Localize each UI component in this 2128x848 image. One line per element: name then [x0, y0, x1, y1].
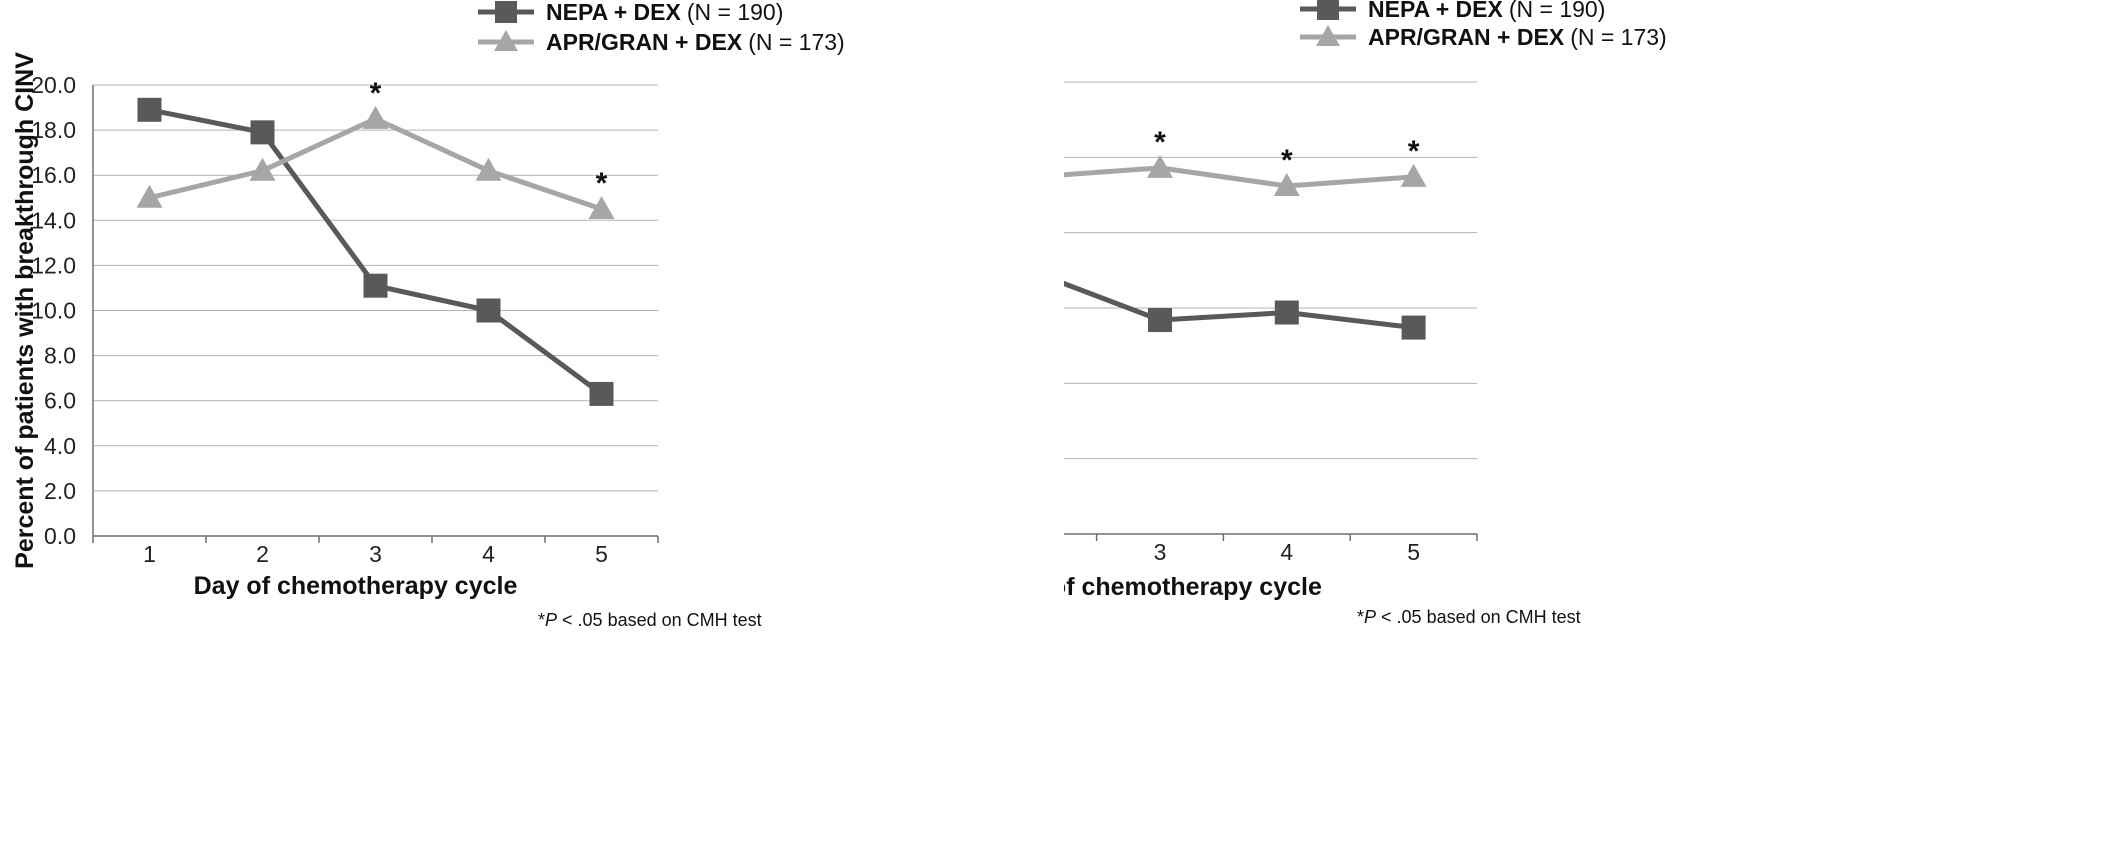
legend-series-name: APR/GRAN + DEX [546, 29, 743, 55]
data-point-square [1401, 315, 1426, 340]
legend-label: APR/GRAN + DEX (N = 173) [1368, 24, 1667, 50]
legend-n-label: (N = 190) [687, 0, 784, 25]
chart-breakthrough-cinv: 0.0 2.0 4.0 6.0 8.0 10.0 12.0 14.0 16.0 18.0 20.0 1… [11, 0, 845, 630]
x-tick-label: 5 [1407, 539, 1420, 565]
legend-n-label: (N = 190) [1509, 0, 1606, 22]
legend-n-label: (N = 173) [1570, 24, 1667, 50]
footnote-prefix: * [538, 610, 545, 630]
legend-triangle-marker [1316, 25, 1340, 46]
significance-asterisk: * [370, 77, 382, 110]
data-point-square [1274, 300, 1299, 325]
data-point-square [589, 381, 614, 406]
y-tick-label: 6.0 [44, 388, 76, 414]
legend-label: NEPA + DEX (N = 190) [546, 0, 783, 25]
legend-series-name: APR/GRAN + DEX [1368, 24, 1565, 50]
series-apr-gran-dex [136, 105, 615, 220]
legend-series-name: NEPA + DEX [546, 0, 682, 25]
x-tick-label: 1 [143, 541, 156, 567]
footnote-p-symbol: P [1364, 607, 1376, 627]
x-axis-title: Day of chemotherapy cycle [1064, 573, 1322, 601]
x-axis-title: Day of chemotherapy cycle [194, 572, 518, 600]
data-point-triangle [249, 157, 276, 181]
series-apr-gran-dex [1064, 154, 1427, 196]
y-tick-label: 16.0 [31, 162, 76, 188]
data-point-square [250, 120, 275, 145]
data-point-triangle [1400, 163, 1427, 187]
legend-label: APR/GRAN + DEX (N = 173) [546, 29, 845, 55]
chart-breakthrough-nausea: 0.05.010.015.020.025.030.012345***Percen… [1064, 0, 2128, 848]
legend: NEPA + DEX (N = 190) APR/GRAN + DEX (N = 17… [478, 0, 845, 55]
x-tick-label: 4 [1280, 539, 1293, 565]
y-tick-label: 18.0 [31, 117, 76, 143]
legend: NEPA + DEX (N = 190)APR/GRAN + DEX (N = 17… [1300, 0, 1667, 50]
data-point-square [476, 298, 501, 323]
legend-series-name: NEPA + DEX [1368, 0, 1504, 22]
x-tick-label: 5 [595, 541, 608, 567]
significance-asterisk: * [1154, 126, 1166, 159]
legend-n-label: (N = 173) [748, 29, 845, 55]
footnote-p-symbol: P [545, 610, 557, 630]
x-tick-label: 4 [482, 541, 495, 567]
data-point-triangle [475, 157, 502, 181]
y-tick-label: 8.0 [44, 343, 76, 369]
footnote-prefix: * [1357, 607, 1364, 627]
x-tick-label: 3 [1154, 539, 1167, 565]
data-point-triangle [362, 105, 389, 129]
y-axis-title: Percent of patients with breakthrough CI… [11, 52, 39, 569]
chart-right-svg: 0.05.010.015.020.025.030.012345***Percen… [1064, 0, 1667, 627]
series-line [1064, 165, 1414, 189]
plot-area: 0.0 2.0 4.0 6.0 8.0 10.0 12.0 14.0 16.0 18.0 20.0 1… [31, 72, 659, 567]
y-tick-label: 12.0 [31, 252, 76, 278]
significance-asterisk: * [1408, 135, 1420, 168]
data-point-square [1148, 308, 1172, 333]
y-tick-label: 20.0 [31, 72, 76, 98]
data-point-triangle [1273, 172, 1300, 196]
footnote-text: < .05 based on CMH test [557, 610, 762, 630]
data-point-square [363, 273, 388, 298]
y-tick-label: 0.0 [44, 523, 76, 549]
legend-label: NEPA + DEX (N = 190) [1368, 0, 1605, 22]
legend-square-marker [1317, 0, 1339, 20]
series-line [148, 116, 603, 212]
data-point-triangle [588, 196, 615, 220]
chart-left-svg: 0.0 2.0 4.0 6.0 8.0 10.0 12.0 14.0 16.0 18.0 20.0 1… [11, 0, 845, 630]
footnote-text: < .05 based on CMH test [1376, 607, 1581, 627]
legend-square-marker [495, 1, 517, 23]
significance-asterisk: * [1281, 144, 1293, 177]
series-nepa-dex [137, 97, 614, 406]
y-tick-label: 4.0 [44, 433, 76, 459]
x-tick-label: 3 [369, 541, 382, 567]
data-point-triangle [136, 184, 163, 208]
y-tick-label: 2.0 [44, 478, 76, 504]
significance-asterisk: * [596, 167, 608, 200]
legend-triangle-marker [494, 30, 518, 51]
y-tick-label: 10.0 [31, 298, 76, 324]
data-point-triangle [1147, 154, 1173, 178]
footnote: *P < .05 based on CMH test [538, 610, 762, 630]
series-line [149, 107, 603, 396]
footnote: *P < .05 based on CMH test [1357, 607, 1581, 627]
x-tick-label: 2 [256, 541, 269, 567]
y-tick-label: 14.0 [31, 207, 76, 233]
data-point-square [137, 97, 162, 122]
series-nepa-dex [1064, 280, 1426, 340]
